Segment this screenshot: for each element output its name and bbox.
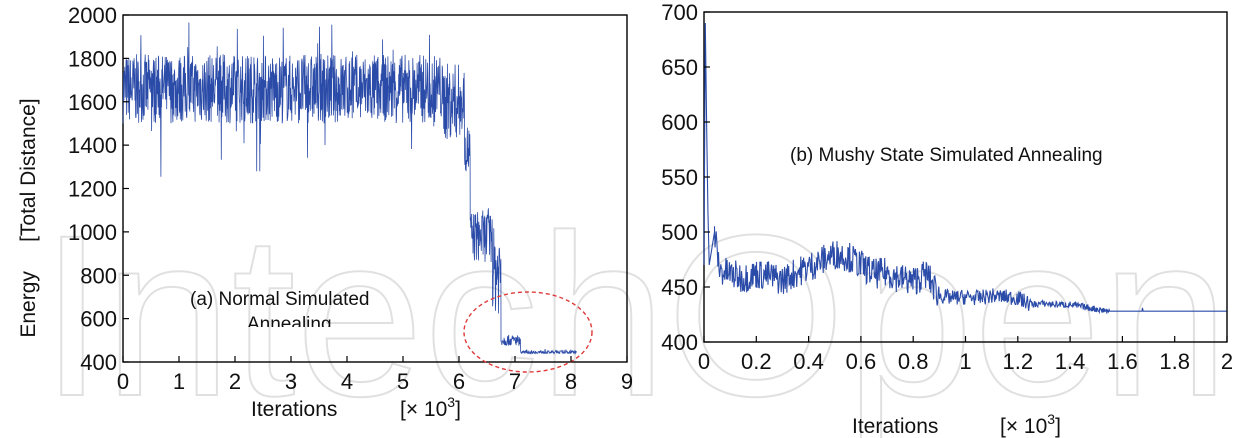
chart-b-x-ticks: 0 0.2 0.4 0.6 0.8 1 1.2 1.4 1.6 1.8 2: [698, 336, 1233, 374]
chart-b-x-tick-label: 1.8: [1159, 349, 1190, 374]
chart-b-x-tick-label: 1.4: [1055, 349, 1086, 374]
chart-b-x-tick-label: 1: [959, 349, 971, 374]
chart-a-x-tick-label: 7: [509, 369, 521, 394]
chart-a-y-tick-label: 400: [80, 350, 117, 375]
chart-a: 0 1 2 3 4 5 6 7 8 9 400 600 800 1000 1200 1400 1600 1800…: [17, 3, 633, 421]
chart-b-y-tick-label: 700: [661, 0, 698, 25]
chart-a-x-label-text: Iterations: [251, 398, 337, 421]
chart-b-x-tick-label: 0.2: [741, 349, 772, 374]
chart-a-x-tick-label: 4: [341, 369, 353, 394]
chart-a-series: [122, 22, 577, 355]
chart-a-y-tick-label: 800: [80, 263, 117, 288]
chart-b-y-tick-label: 400: [661, 330, 698, 355]
chart-a-x-ticks: 0 1 2 3 4 5 6 7 8 9: [117, 356, 633, 394]
chart-b-x-unit-exp: 3: [1047, 411, 1055, 427]
chart-a-y-tick-label: 1400: [68, 133, 117, 158]
chart-a-y-tick-label: 1600: [68, 90, 117, 115]
chart-a-highlight-ellipse: [463, 291, 593, 373]
chart-a-x-tick-label: 3: [285, 369, 297, 394]
chart-b-y-tick-label: 650: [661, 55, 698, 80]
chart-b-x-tick-label: 0.4: [793, 349, 824, 374]
chart-b-series-line: [703, 22, 1227, 315]
chart-b-x-label-text: Iterations: [852, 415, 938, 438]
chart-a-y-tick-label: 1200: [68, 177, 117, 202]
chart-b-x-tick-label: 1.2: [1003, 349, 1034, 374]
chart-b-series: [703, 22, 1227, 315]
chart-a-y-tick-label: 1000: [68, 220, 117, 245]
chart-a-x-tick-label: 0: [117, 369, 129, 394]
chart-a-x-unit-exp: 3: [447, 394, 455, 410]
chart-b-y-tick-label: 550: [661, 165, 698, 190]
chart-a-x-unit-base: [× 10: [400, 398, 447, 421]
chart-b-y-tick-label: 450: [661, 275, 698, 300]
chart-b-x-tick-label: 0.8: [898, 349, 929, 374]
chart-b-x-tick-label: 1.6: [1107, 349, 1138, 374]
chart-b-annotation: (b) Mushy State Simulated Annealing: [790, 145, 1103, 166]
chart-a-x-tick-label: 9: [621, 369, 633, 394]
chart-b-y-ticks: 400 450 500 550 600 650 700: [661, 0, 710, 355]
chart-a-y-tick-label: 600: [80, 307, 117, 332]
chart-b-x-tick-label: 0.6: [846, 349, 877, 374]
chart-b-x-unit-close: ]: [1055, 415, 1061, 438]
chart-b-y-tick-label: 500: [661, 220, 698, 245]
chart-a-x-tick-label: 5: [397, 369, 409, 394]
chart-a-x-unit: [× 103]: [400, 394, 461, 421]
chart-a-x-tick-label: 2: [229, 369, 241, 394]
chart-a-x-tick-label: 8: [565, 369, 577, 394]
chart-a-y-axis-label: Energy [Total Distance]: [17, 98, 40, 337]
chart-b-x-axis-label: Iterations [× 103]: [852, 411, 1061, 438]
chart-a-y-tick-label: 1800: [68, 46, 117, 71]
chart-a-x-tick-label: 6: [453, 369, 465, 394]
chart-a-annotation-line2: Annealing: [247, 314, 332, 335]
chart-b: 0 0.2 0.4 0.6 0.8 1 1.2 1.4 1.6 1.8 2 400 450 500 550…: [661, 0, 1233, 438]
chart-a-annotation-line1: (a) Normal Simulated: [190, 289, 370, 310]
chart-b-x-unit: [× 103]: [1000, 411, 1061, 438]
chart-b-x-tick-label: 0: [698, 349, 710, 374]
chart-a-x-unit-close: ]: [455, 398, 461, 421]
watermark-text: IntechOpen: [40, 187, 1229, 438]
chart-b-y-tick-label: 600: [661, 110, 698, 135]
chart-b-x-unit-base: [× 10: [1000, 415, 1047, 438]
chart-a-series-line: [122, 22, 577, 355]
chart-a-x-axis-label: Iterations [× 103]: [251, 394, 461, 421]
chart-a-y-tick-label: 2000: [68, 3, 117, 28]
chart-a-x-tick-label: 1: [173, 369, 185, 394]
chart-b-x-tick-label: 2: [1221, 349, 1233, 374]
chart-a-y-ticks: 400 600 800 1000 1200 1400 1600 1800 2000: [68, 3, 129, 375]
